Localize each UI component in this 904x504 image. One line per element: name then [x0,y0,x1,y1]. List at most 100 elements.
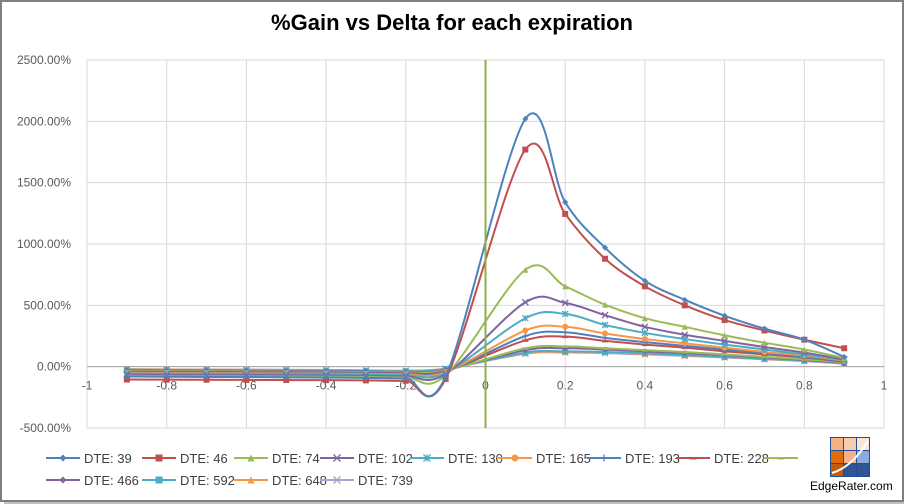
logo-text: EdgeRater.com [810,479,893,493]
legend-swatch [764,457,798,460]
data-point [681,340,688,347]
x-tick-label: 0.6 [716,379,733,393]
data-point [721,312,728,319]
legend-label: DTE: 228 [714,450,769,466]
legend-item [764,448,802,468]
x-tick-label: -0.4 [316,379,337,393]
data-point [721,337,729,345]
logo-grid-icon [830,437,870,477]
data-point [801,346,808,353]
legend-swatch [46,476,80,484]
x-tick-label: -1 [82,379,93,393]
legend-label: DTE: 39 [84,450,132,466]
legend-swatch [320,476,354,484]
data-point [562,210,569,217]
data-point [561,299,569,307]
data-point [602,255,609,262]
data-point [522,339,529,342]
legend-item: DTE: 130 [410,448,503,468]
legend-label: DTE: 648 [272,472,327,488]
data-point [562,283,569,290]
data-point [59,476,67,484]
data-point [521,314,529,322]
data-point [323,374,330,381]
legend-item: DTE: 74 [234,448,320,468]
data-point [522,115,529,122]
data-point [511,454,519,462]
data-point [681,350,688,354]
y-tick-label: -500.00% [20,421,72,435]
data-point [761,325,768,332]
data-point [522,333,529,339]
x-tick-label: -0.6 [236,379,257,393]
legend-label: DTE: 102 [358,450,413,466]
data-point [522,327,529,334]
data-point [641,329,649,337]
legend-label: DTE: 130 [448,450,503,466]
x-tick-label: -0.8 [156,379,177,393]
data-point [561,310,569,318]
data-point [841,353,848,360]
data-point [155,454,163,462]
data-point [442,373,449,380]
data-point [123,376,130,383]
data-point [721,353,728,356]
data-point [522,146,529,153]
data-point [641,323,649,331]
y-tick-label: 1500.00% [17,176,71,190]
data-point [562,348,569,355]
legend-label: DTE: 739 [358,472,413,488]
legend-label: DTE: 466 [84,472,139,488]
data-point [681,302,688,309]
legend-swatch [234,476,268,484]
y-tick-label: 1000.00% [17,237,71,251]
legend-label: DTE: 592 [180,472,235,488]
data-point [601,311,609,319]
data-point [681,331,689,339]
legend-label: DTE: 165 [536,450,591,466]
x-tick-label: 1 [881,379,888,393]
edgerater-logo: EdgeRater.com [810,437,893,493]
data-point [721,332,728,339]
data-point [602,347,609,350]
data-point [123,373,130,380]
data-point [423,454,431,462]
data-point [362,374,369,381]
legend-swatch [587,454,621,462]
legend-swatch [320,454,354,462]
data-point [801,336,808,343]
chart-title: %Gain vs Delta for each expiration [271,10,633,35]
legend-item: DTE: 165 [498,448,591,468]
data-point [247,476,255,484]
y-tick-label: 2000.00% [17,114,71,128]
y-tick-label: 2500.00% [17,53,71,67]
data-point [602,330,609,337]
data-point [689,457,697,460]
data-point [761,339,768,346]
legend-swatch [142,454,176,462]
legend-label: DTE: 193 [625,450,680,466]
data-point [602,301,609,308]
data-point [641,283,648,290]
legend-label: DTE: 74 [272,450,320,466]
data-point [402,375,409,382]
legend-item: DTE: 648 [234,470,327,490]
legend-item: DTE: 592 [142,470,235,490]
data-point [333,476,341,484]
legend-swatch [676,457,710,460]
data-point [562,345,569,348]
data-point [562,329,569,336]
data-point [641,277,648,284]
data-point [777,457,785,460]
data-point [163,373,170,380]
data-point [761,355,768,359]
data-point [562,323,569,330]
legend-label: DTE: 46 [180,450,228,466]
x-tick-label: 0.4 [637,379,654,393]
legend-swatch [498,454,532,462]
data-point [602,244,609,251]
legend-item: DTE: 39 [46,448,132,468]
legend-item: DTE: 739 [320,470,413,490]
data-point [283,374,290,381]
